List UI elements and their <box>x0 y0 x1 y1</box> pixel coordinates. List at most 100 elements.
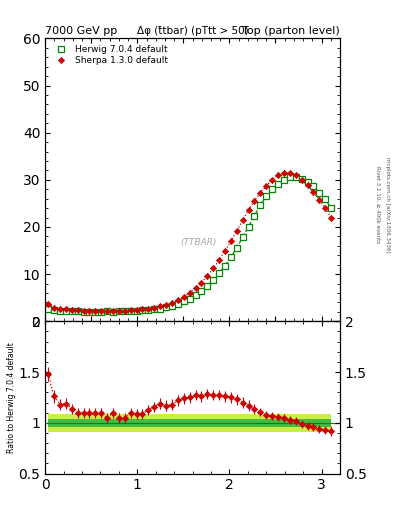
Sherpa 1.3.0 default <box>323 205 328 211</box>
Sherpa 1.3.0 default <box>134 307 139 313</box>
Herwig 7.0.4 default <box>140 307 145 313</box>
Sherpa 1.3.0 default <box>187 290 192 296</box>
Sherpa 1.3.0 default <box>58 306 62 312</box>
Sherpa 1.3.0 default <box>158 303 163 309</box>
Herwig 7.0.4 default <box>58 308 62 314</box>
Sherpa 1.3.0 default <box>52 305 57 311</box>
Title: Δφ (t̄tbar) (pTtt > 50): Δφ (t̄tbar) (pTtt > 50) <box>137 26 248 36</box>
Text: Rivet 3.1.10, ≥ 400k events: Rivet 3.1.10, ≥ 400k events <box>375 166 380 243</box>
Herwig 7.0.4 default <box>258 202 263 208</box>
Herwig 7.0.4 default <box>317 189 322 196</box>
Herwig 7.0.4 default <box>276 181 281 187</box>
Herwig 7.0.4 default <box>69 308 74 314</box>
Herwig 7.0.4 default <box>105 308 110 314</box>
Herwig 7.0.4 default <box>170 303 174 309</box>
Sherpa 1.3.0 default <box>329 215 334 221</box>
Sherpa 1.3.0 default <box>152 305 156 311</box>
Herwig 7.0.4 default <box>187 295 192 302</box>
Herwig 7.0.4 default <box>46 306 50 312</box>
Sherpa 1.3.0 default <box>217 257 222 263</box>
Sherpa 1.3.0 default <box>69 307 74 313</box>
Sherpa 1.3.0 default <box>146 306 151 312</box>
Herwig 7.0.4 default <box>75 308 80 314</box>
Herwig 7.0.4 default <box>235 245 239 251</box>
Herwig 7.0.4 default <box>81 309 86 315</box>
Sherpa 1.3.0 default <box>123 308 127 314</box>
Sherpa 1.3.0 default <box>81 308 86 314</box>
Herwig 7.0.4 default <box>222 263 227 269</box>
Herwig 7.0.4 default <box>146 307 151 313</box>
Herwig 7.0.4 default <box>270 186 275 193</box>
Herwig 7.0.4 default <box>323 196 328 202</box>
Sherpa 1.3.0 default <box>288 169 292 176</box>
Herwig 7.0.4 default <box>52 307 57 313</box>
Sherpa 1.3.0 default <box>99 308 104 314</box>
Herwig 7.0.4 default <box>164 304 169 310</box>
Herwig 7.0.4 default <box>288 175 292 181</box>
Herwig 7.0.4 default <box>211 276 216 283</box>
Y-axis label: Ratio to Herwig 7.0.4 default: Ratio to Herwig 7.0.4 default <box>7 342 16 453</box>
Herwig 7.0.4 default <box>117 308 121 314</box>
Herwig 7.0.4 default <box>123 308 127 314</box>
Herwig 7.0.4 default <box>182 298 186 305</box>
Sherpa 1.3.0 default <box>164 302 169 308</box>
Herwig 7.0.4 default <box>282 177 286 183</box>
Sherpa 1.3.0 default <box>222 248 227 254</box>
Sherpa 1.3.0 default <box>305 182 310 188</box>
Sherpa 1.3.0 default <box>241 217 245 223</box>
Line: Herwig 7.0.4 default: Herwig 7.0.4 default <box>46 175 334 314</box>
Herwig 7.0.4 default <box>87 309 92 315</box>
Sherpa 1.3.0 default <box>276 172 281 178</box>
Herwig 7.0.4 default <box>299 176 304 182</box>
Sherpa 1.3.0 default <box>311 189 316 195</box>
Herwig 7.0.4 default <box>311 183 316 189</box>
Herwig 7.0.4 default <box>246 223 251 229</box>
Sherpa 1.3.0 default <box>317 197 322 203</box>
Herwig 7.0.4 default <box>111 309 116 315</box>
Herwig 7.0.4 default <box>252 212 257 219</box>
Sherpa 1.3.0 default <box>258 189 263 196</box>
Herwig 7.0.4 default <box>199 288 204 294</box>
Line: Sherpa 1.3.0 default: Sherpa 1.3.0 default <box>46 170 333 313</box>
Sherpa 1.3.0 default <box>211 265 216 271</box>
Sherpa 1.3.0 default <box>299 177 304 183</box>
Text: mcplots.cern.ch [arXiv:1306.3436]: mcplots.cern.ch [arXiv:1306.3436] <box>385 157 389 252</box>
Herwig 7.0.4 default <box>134 308 139 314</box>
Sherpa 1.3.0 default <box>205 273 210 279</box>
Sherpa 1.3.0 default <box>87 308 92 314</box>
Herwig 7.0.4 default <box>241 234 245 241</box>
Sherpa 1.3.0 default <box>282 169 286 176</box>
Sherpa 1.3.0 default <box>193 285 198 291</box>
Herwig 7.0.4 default <box>64 308 68 314</box>
Sherpa 1.3.0 default <box>129 307 133 313</box>
Sherpa 1.3.0 default <box>93 308 98 314</box>
Text: (TTBAR): (TTBAR) <box>180 238 217 247</box>
Herwig 7.0.4 default <box>99 309 104 315</box>
Sherpa 1.3.0 default <box>140 306 145 312</box>
Sherpa 1.3.0 default <box>46 301 50 307</box>
Sherpa 1.3.0 default <box>252 198 257 204</box>
Sherpa 1.3.0 default <box>246 207 251 213</box>
Sherpa 1.3.0 default <box>75 307 80 313</box>
Text: 7000 GeV pp: 7000 GeV pp <box>45 26 118 36</box>
Herwig 7.0.4 default <box>93 309 98 315</box>
Sherpa 1.3.0 default <box>270 177 275 183</box>
Herwig 7.0.4 default <box>305 179 310 185</box>
Herwig 7.0.4 default <box>193 292 198 298</box>
Herwig 7.0.4 default <box>158 306 163 312</box>
Sherpa 1.3.0 default <box>105 308 110 314</box>
Herwig 7.0.4 default <box>329 205 334 211</box>
Legend: Herwig 7.0.4 default, Sherpa 1.3.0 default: Herwig 7.0.4 default, Sherpa 1.3.0 defau… <box>50 43 170 67</box>
Text: Top (parton level): Top (parton level) <box>242 26 340 36</box>
Sherpa 1.3.0 default <box>199 280 204 286</box>
Herwig 7.0.4 default <box>176 301 180 307</box>
Sherpa 1.3.0 default <box>182 294 186 300</box>
Herwig 7.0.4 default <box>229 254 233 260</box>
Herwig 7.0.4 default <box>264 193 269 199</box>
Sherpa 1.3.0 default <box>235 228 239 234</box>
Herwig 7.0.4 default <box>217 270 222 276</box>
Sherpa 1.3.0 default <box>170 300 174 306</box>
Herwig 7.0.4 default <box>129 308 133 314</box>
Herwig 7.0.4 default <box>205 283 210 289</box>
Sherpa 1.3.0 default <box>264 183 269 189</box>
